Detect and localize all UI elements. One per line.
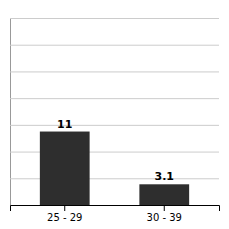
tick-mark	[164, 205, 165, 211]
y-tick	[10, 18, 219, 19]
bars	[40, 132, 189, 205]
y-tick	[10, 71, 219, 72]
chart-svg: 25 - 2930 - 39113.1	[0, 0, 229, 229]
tick-mark	[64, 205, 65, 211]
data-labels: 113.1	[57, 118, 174, 184]
x-tick-label: 25 - 29	[47, 212, 82, 223]
grid-line	[10, 18, 219, 19]
bar	[139, 184, 189, 205]
y-axis	[10, 19, 219, 206]
y-tick	[10, 98, 219, 99]
chart-container: 25 - 2930 - 39113.1	[0, 0, 229, 229]
data-label: 11	[57, 118, 72, 131]
y-tick	[10, 125, 219, 126]
y-tick	[10, 45, 219, 46]
grid-line	[10, 98, 219, 99]
x-axis-line	[11, 206, 220, 212]
grid-line	[10, 125, 219, 126]
plot: 25 - 2930 - 39113.1	[10, 19, 220, 224]
bar	[40, 132, 90, 205]
x-tick: 25 - 29	[47, 205, 82, 223]
data-label: 3.1	[155, 170, 175, 183]
x-tick-label: 30 - 39	[147, 212, 182, 223]
grid-line	[10, 45, 219, 46]
grid-line	[10, 71, 219, 72]
x-tick: 30 - 39	[147, 205, 182, 223]
y-axis-line	[11, 19, 220, 206]
x-axis: 25 - 29 30 - 39	[11, 205, 220, 223]
